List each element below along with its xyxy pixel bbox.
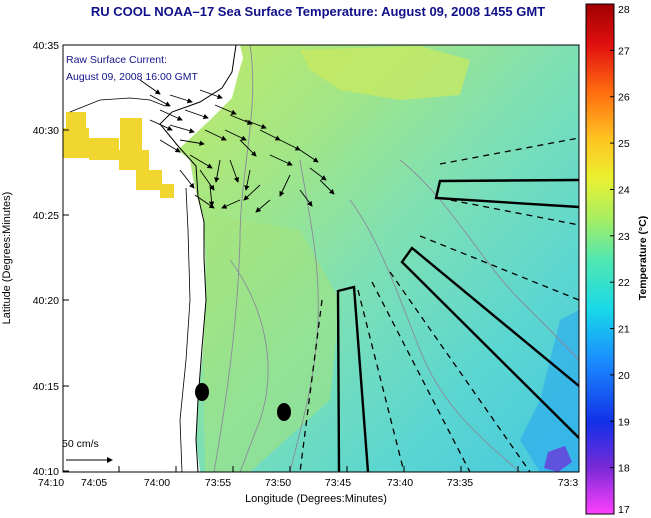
dashed-transects (299, 137, 579, 472)
x-axis: 74:10 74:05 74:00 73:55 73:50 73:45 73:4… (38, 466, 579, 505)
x-axis-label: Longitude (Degrees:Minutes) (245, 493, 387, 505)
transect-boxes (336, 178, 579, 472)
surface-current-vectors (139, 79, 335, 213)
colorbar-tick-label: 27 (618, 45, 630, 57)
colorbar-tick-label: 23 (618, 231, 630, 243)
colorbar: 28 27 26 25 24 23 22 21 20 19 18 17 Temperature (°C… (585, 3, 649, 516)
colorbar-label: Temperature (°C) (637, 216, 649, 301)
station-dot (195, 383, 209, 401)
station-dot (277, 403, 291, 421)
map-plot-area (63, 45, 579, 472)
x-tick-label: 73:55 (205, 477, 231, 489)
colorbar-tick-label: 28 (618, 4, 630, 16)
y-tick-label: 40:25 (33, 210, 59, 222)
x-tick-label: 74:00 (144, 477, 170, 489)
colorbar-tick-label: 22 (618, 277, 630, 289)
y-tick-label: 40:35 (33, 40, 59, 52)
legend-line-2: August 09, 2008 16:00 GMT (66, 71, 199, 83)
y-axis-label: Latitude (Degrees:Minutes) (1, 192, 13, 325)
x-tick-label: 74:10 (38, 477, 64, 489)
colorbar-tick-label: 19 (618, 416, 630, 428)
inner-coastline (69, 97, 191, 472)
colorbar-tick-label: 26 (618, 92, 630, 104)
colorbar-tick-label: 20 (618, 370, 630, 382)
colorbar-gradient (585, 3, 615, 515)
x-tick-label: 74:05 (81, 477, 107, 489)
colorbar-tick-label: 24 (618, 184, 630, 196)
y-tick-label: 40:10 (33, 466, 59, 478)
y-tick-label: 40:15 (33, 381, 59, 393)
colorbar-tick-label: 25 (618, 138, 630, 150)
plot-frame (62, 44, 580, 473)
y-axis: 40:35 40:30 40:25 40:20 40:15 40:10 Lati… (1, 40, 69, 478)
colorbar-ticks: 28 27 26 25 24 23 22 21 20 19 18 17 (610, 3, 630, 516)
y-tick-label: 40:30 (33, 125, 59, 137)
colorbar-tick-label: 18 (618, 463, 630, 475)
x-tick-label: 73:40 (387, 477, 413, 489)
colorbar-tick-label: 17 (618, 504, 630, 516)
chart-title: RU COOL NOAA–17 Sea Surface Temperature:… (91, 4, 545, 19)
yellow-patches (63, 112, 174, 198)
x-tick-label: 73:50 (265, 477, 291, 489)
cold-spot (544, 446, 572, 472)
cool-water-patch (520, 310, 579, 472)
x-tick-label: 73:35 (447, 477, 473, 489)
warm-water-patch (300, 46, 470, 100)
x-tick-label: 73:3 (558, 477, 579, 489)
scale-label: 50 cm/s (62, 438, 99, 450)
colorbar-tick-label: 21 (618, 324, 630, 336)
legend-line-1: Raw Surface Current: (66, 54, 167, 66)
x-tick-label: 73:45 (325, 477, 351, 489)
coastline (159, 45, 237, 472)
y-tick-label: 40:20 (33, 295, 59, 307)
